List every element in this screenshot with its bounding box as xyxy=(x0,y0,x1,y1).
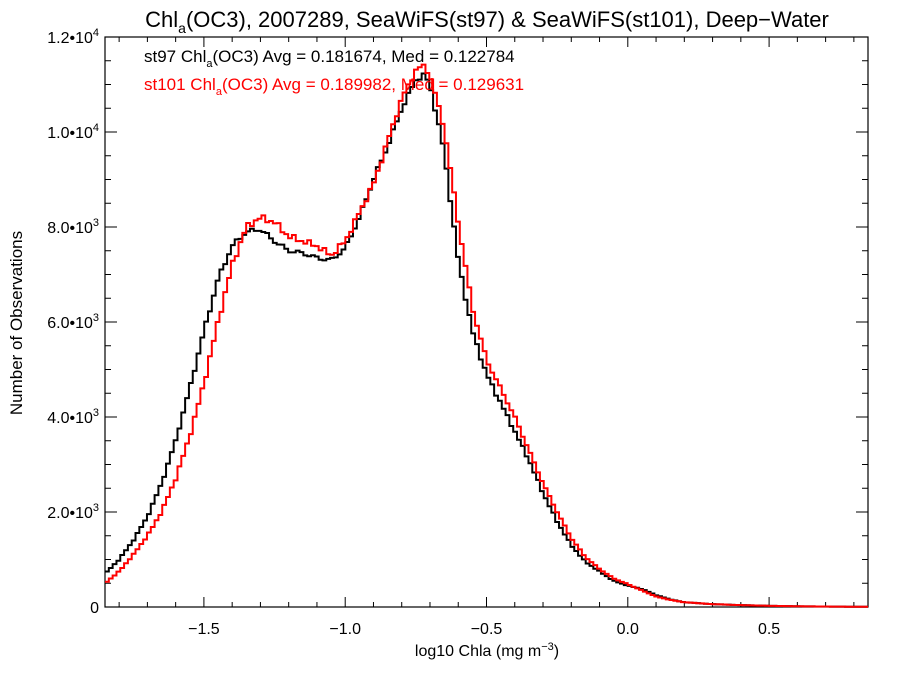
xlabel-close: ) xyxy=(554,643,559,660)
title-text-rest: (OC3), 2007289, SeaWiFS(st97) & SeaWiFS(… xyxy=(186,7,829,32)
svg-text:Chla(OC3), 2007289, SeaWiFS(st: Chla(OC3), 2007289, SeaWiFS(st97) & SeaW… xyxy=(145,7,829,36)
annotation-layer: st97 Chla(OC3) Avg = 0.181674, Med = 0.1… xyxy=(144,47,524,98)
xlabel-base: log10 Chla (mg m xyxy=(415,643,541,660)
y-tick-exponent: 4 xyxy=(93,122,99,134)
y-tick-mantissa: 1.2•10 xyxy=(47,30,93,47)
xlabel-superscript: −3 xyxy=(541,641,554,653)
x-tick-label: 0.0 xyxy=(617,621,639,638)
y-tick-mantissa: 2.0•10 xyxy=(47,505,93,522)
y-tick-exponent: 4 xyxy=(93,27,99,39)
series-layer xyxy=(105,63,868,608)
axes-group: −1.5 −1.0 −0.5 0.0 0.502.0•1034.0•1036.0•103… xyxy=(47,27,869,638)
chart-title: Chla(OC3), 2007289, SeaWiFS(st97) & SeaW… xyxy=(145,7,829,36)
y-tick-label: 2.0•103 xyxy=(47,502,99,522)
y-tick-mantissa: 8.0•10 xyxy=(47,220,93,237)
y-tick-label: 4.0•103 xyxy=(47,407,99,427)
y-tick-label: 1.2•104 xyxy=(47,27,99,47)
svg-text:log10 Chla (mg m−3): log10 Chla (mg m−3) xyxy=(415,641,559,660)
series-st101-line xyxy=(105,63,868,608)
annotation-stats: (OC3) Avg = 0.189982, Med = 0.129631 xyxy=(222,75,524,94)
annotation-subscript: a xyxy=(206,58,213,70)
y-tick-exponent: 3 xyxy=(93,407,99,419)
annotation-prefix: st97 Chl xyxy=(144,47,206,66)
annotation-subscript: a xyxy=(216,86,223,98)
title-text-subscript: a xyxy=(178,20,186,36)
series-st97-line xyxy=(105,72,868,608)
y-tick-label: 0 xyxy=(90,600,99,617)
y-tick-label: 1.0•104 xyxy=(47,122,99,142)
x-tick-label: −0.5 xyxy=(471,621,503,638)
y-axis-title: Number of Observations xyxy=(7,231,26,415)
x-tick-label: 0.5 xyxy=(758,621,780,638)
y-tick-mantissa: 1.0•10 xyxy=(47,125,93,142)
annotation-st97: st97 Chla(OC3) Avg = 0.181674, Med = 0.1… xyxy=(144,47,515,70)
title-text-base: Chl xyxy=(145,7,178,32)
annotation-stats: (OC3) Avg = 0.181674, Med = 0.122784 xyxy=(213,47,515,66)
annotation-prefix: st101 Chl xyxy=(144,75,216,94)
y-tick-mantissa: 0 xyxy=(90,600,99,617)
y-tick-mantissa: 6.0•10 xyxy=(47,315,93,332)
y-tick-exponent: 3 xyxy=(93,312,99,324)
y-tick-label: 8.0•103 xyxy=(47,217,99,237)
y-tick-mantissa: 4.0•10 xyxy=(47,410,93,427)
x-tick-label: −1.0 xyxy=(329,621,361,638)
y-tick-exponent: 3 xyxy=(93,502,99,514)
x-tick-label: −1.5 xyxy=(188,621,220,638)
annotation-st101: st101 Chla(OC3) Avg = 0.189982, Med = 0.… xyxy=(144,75,524,98)
x-axis-title: log10 Chla (mg m−3) xyxy=(415,641,559,660)
y-tick-label: 6.0•103 xyxy=(47,312,99,332)
y-tick-exponent: 3 xyxy=(93,217,99,229)
